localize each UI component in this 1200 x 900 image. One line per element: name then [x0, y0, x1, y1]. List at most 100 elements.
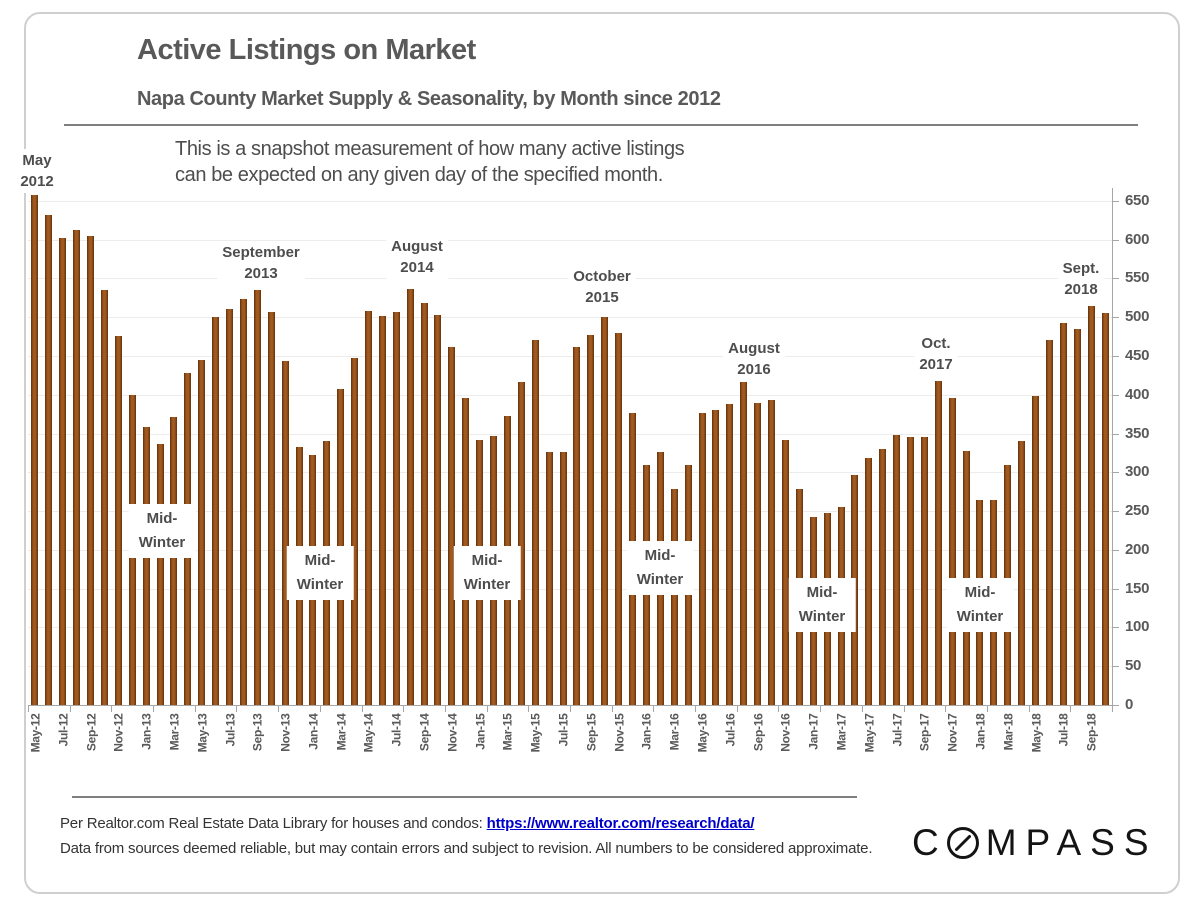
x-tick-9: [403, 706, 405, 712]
bar-Oct-18: [1101, 313, 1109, 705]
bar-Nov-16: [781, 439, 789, 705]
y-tick-label-0: 0: [1125, 696, 1134, 713]
x-tick-6: [278, 706, 280, 712]
x-tick-label-Nov-15: Nov-15: [612, 713, 627, 752]
x-tick-label-Sep-17: Sep-17: [917, 713, 932, 752]
bar-Sep-18: [1087, 306, 1095, 705]
x-tick-2: [111, 706, 113, 712]
footer-disclaimer: Data from sources deemed reliable, but m…: [60, 840, 873, 857]
bar-Jun-14: [378, 316, 386, 705]
bar-Sep-16: [754, 402, 762, 705]
x-tick-label-Sep-13: Sep-13: [250, 713, 265, 752]
x-tick-label-Jan-18: Jan-18: [973, 713, 988, 750]
gridline-300: [28, 472, 1112, 474]
x-tick-label-May-15: May-15: [528, 713, 543, 753]
x-axis-line: [28, 705, 1113, 706]
bar-Mar-13: [170, 417, 178, 705]
x-tick-8: [361, 706, 363, 712]
x-tick-label-Sep-18: Sep-18: [1084, 713, 1099, 752]
bar-May-16: [698, 413, 706, 705]
y-tick-500: [1113, 317, 1119, 319]
x-tick-label-Nov-13: Nov-13: [278, 713, 293, 752]
chart-note-line2: can be expected on any given day of the …: [175, 164, 663, 186]
y-tick-450: [1113, 355, 1119, 357]
annotation-Sept.-2018: Sept. 2018: [1057, 257, 1105, 301]
footer-source-link[interactable]: https://www.realtor.com/research/data/: [486, 815, 755, 832]
gridline-150: [28, 588, 1112, 590]
y-tick-label-650: 650: [1125, 191, 1150, 209]
annotation-August-2014: August 2014: [386, 235, 448, 279]
bar-May-13: [198, 359, 206, 705]
x-tick-label-Mar-18: Mar-18: [1001, 713, 1016, 751]
bar-Nov-14: [448, 347, 456, 705]
x-tick-label-Nov-17: Nov-17: [945, 713, 960, 752]
bar-Sep-14: [420, 303, 428, 705]
chart-note: This is a snapshot measurement of how ma…: [175, 136, 685, 188]
bar-Oct-12: [100, 290, 108, 705]
x-tick-19: [820, 706, 822, 712]
x-tick-23: [986, 706, 988, 712]
x-tick-22: [945, 706, 947, 712]
footer-divider: [72, 796, 857, 798]
midwinter-label-6: Mid- Winter: [946, 578, 1014, 632]
chart-note-line1: This is a snapshot measurement of how ma…: [175, 138, 685, 160]
midwinter-label-1: Mid- Winter: [128, 504, 196, 558]
bar-Sep-12: [87, 235, 95, 705]
y-tick-label-150: 150: [1125, 579, 1150, 597]
annotation-Oct.-2017: Oct. 2017: [914, 332, 958, 376]
x-tick-4: [194, 706, 196, 712]
page-title: Active Listings on Market: [137, 34, 476, 66]
bar-Sep-13: [253, 290, 261, 705]
bar-Jul-16: [726, 404, 734, 705]
y-tick-400: [1113, 394, 1119, 396]
x-tick-label-Nov-16: Nov-16: [778, 713, 793, 752]
bar-Oct-15: [601, 317, 609, 705]
bar-Aug-13: [239, 298, 247, 705]
gridline-500: [28, 317, 1112, 319]
y-tick-label-400: 400: [1125, 385, 1150, 403]
annotation-September-2013: September 2013: [217, 241, 305, 285]
y-tick-200: [1113, 549, 1119, 551]
x-tick-label-May-16: May-16: [695, 713, 710, 753]
x-tick-25: [1070, 706, 1072, 712]
x-tick-label-Jul-14: Jul-14: [389, 713, 404, 747]
y-tick-100: [1113, 627, 1119, 629]
x-tick-21: [903, 706, 905, 712]
bar-May-14: [364, 310, 372, 705]
x-tick-11: [486, 706, 488, 712]
bar-Jul-18: [1059, 322, 1067, 705]
x-tick-label-May-12: May-12: [28, 713, 43, 753]
bar-Jun-16: [712, 410, 720, 705]
bar-Jun-18: [1045, 340, 1053, 705]
bar-Feb-13: [156, 444, 164, 705]
y-tick-350: [1113, 433, 1119, 435]
gridline-250: [28, 511, 1112, 513]
y-tick-650: [1113, 200, 1119, 202]
y-tick-label-50: 50: [1125, 657, 1142, 675]
y-tick-50: [1113, 666, 1119, 668]
x-tick-label-May-14: May-14: [361, 713, 376, 753]
x-tick-18: [778, 706, 780, 712]
y-tick-label-550: 550: [1125, 269, 1150, 287]
bar-Aug-14: [406, 289, 414, 705]
bar-Oct-13: [267, 311, 275, 705]
x-tick-label-Sep-12: Sep-12: [84, 713, 99, 752]
bar-Jun-13: [212, 317, 220, 705]
compass-logo: C MPASS: [912, 822, 1158, 864]
bar-Jul-15: [559, 452, 567, 705]
x-tick-10: [444, 706, 446, 712]
bar-Oct-14: [434, 314, 442, 705]
bar-Nov-13: [281, 360, 289, 705]
bar-Aug-12: [73, 230, 81, 705]
y-tick-250: [1113, 511, 1119, 513]
gridline-650: [28, 200, 1112, 202]
midwinter-label-2: Mid- Winter: [286, 546, 354, 600]
compass-logo-c: C: [912, 822, 948, 863]
annotation-August-2016: August 2016: [723, 337, 785, 381]
y-tick-label-250: 250: [1125, 502, 1150, 520]
x-tick-3: [153, 706, 155, 712]
compass-logo-rest: MPASS: [985, 822, 1158, 863]
x-tick-label-Jul-18: Jul-18: [1056, 713, 1071, 747]
gridline-450: [28, 355, 1112, 357]
x-tick-label-Jan-15: Jan-15: [473, 713, 488, 750]
